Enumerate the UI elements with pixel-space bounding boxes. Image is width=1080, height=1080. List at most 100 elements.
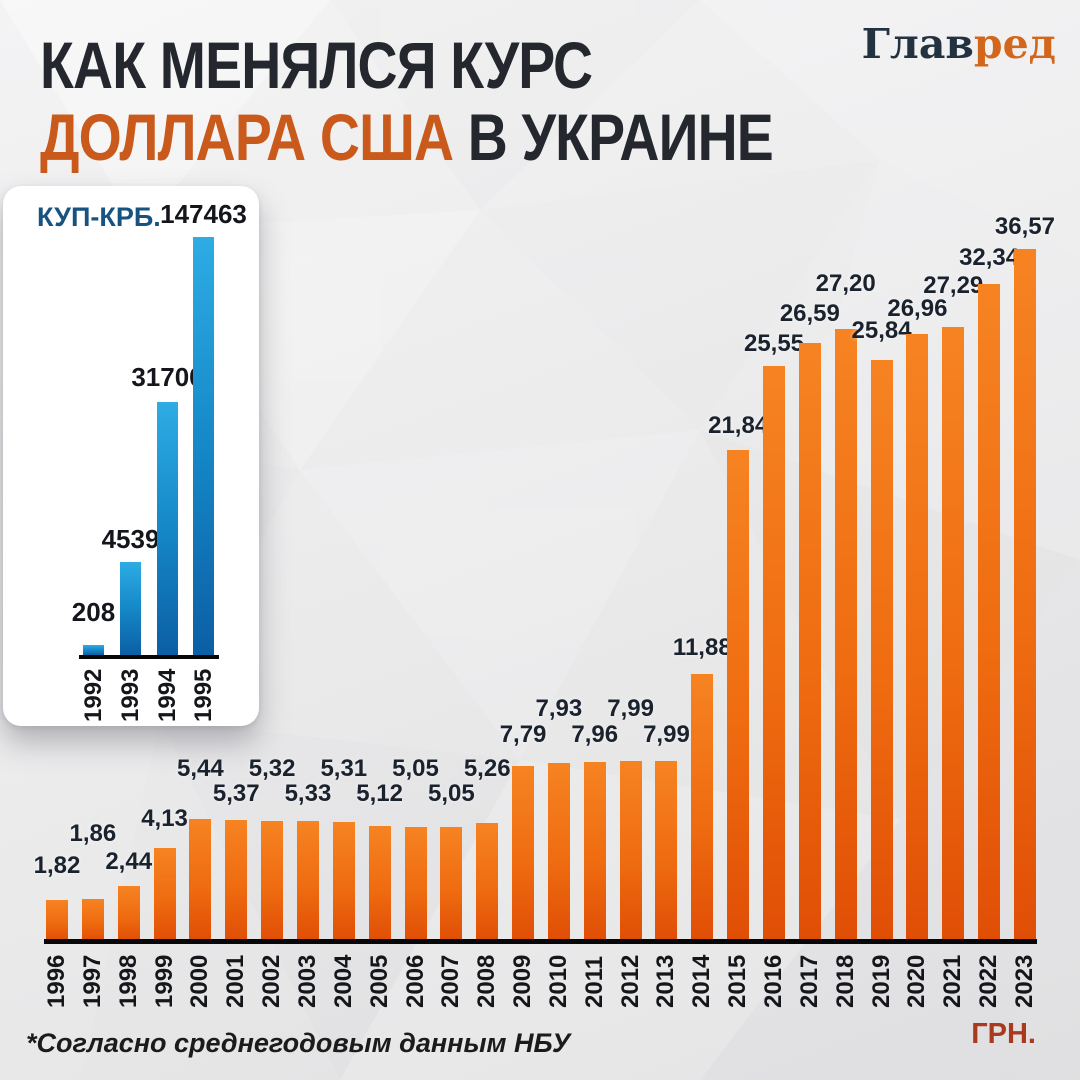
- main-bar-value-label: 4,13: [141, 805, 188, 832]
- main-year-label: 2002: [258, 954, 286, 1008]
- main-year-label: 2014: [688, 954, 716, 1008]
- main-axis-line: [44, 939, 1037, 944]
- main-bar-2012: [619, 761, 642, 941]
- glavred-logo: Главред: [862, 20, 1056, 68]
- main-bar-value-label: 26,59: [779, 300, 840, 327]
- main-bar-value-label: 5,44: [177, 755, 224, 782]
- main-year-label: 2009: [509, 954, 537, 1008]
- main-bar-value-label: 36,57: [994, 213, 1055, 240]
- main-year-label: 2011: [580, 955, 608, 1008]
- main-year-label: 2021: [939, 954, 967, 1008]
- main-bar-2003: [296, 821, 319, 941]
- main-bar-value-label: 7,96: [571, 721, 619, 748]
- main-bar-2022: [978, 284, 1001, 941]
- main-bar-value-label: 5,37: [212, 780, 260, 807]
- main-bar-2010: [547, 763, 570, 941]
- main-bar-chart: 1,82 1,86 2,44 4,13 5,44 5,37 5,32 5,33 5,31 5,12…: [33, 213, 1055, 941]
- page-title: КАК МЕНЯЛСЯ КУРС ДОЛЛАРА США В УКРАИНЕ: [40, 29, 913, 173]
- main-bar-2007: [440, 827, 463, 941]
- main-year-label: 1997: [78, 954, 106, 1008]
- inset-bar-1995: [193, 237, 214, 655]
- main-bar-value-label: 7,79: [499, 721, 547, 748]
- main-bar-2011: [583, 762, 606, 941]
- main-bar-value-label: 7,99: [607, 695, 654, 722]
- main-bar-2021: [942, 327, 965, 941]
- inset-year-label: 1995: [189, 668, 217, 722]
- inset-year-label: 1992: [79, 668, 107, 722]
- logo-part-dark: Глав: [861, 20, 974, 68]
- inset-bar-1992: [83, 645, 104, 655]
- main-bar-2023: [1013, 249, 1036, 941]
- main-bar-1998: [117, 886, 140, 941]
- inset-bar-value-label: 147463: [160, 199, 247, 229]
- inset-bar-value-label: 208: [71, 597, 116, 627]
- main-bar-value-label: 2,44: [105, 848, 153, 875]
- main-bar-2005: [368, 826, 391, 941]
- main-year-label: 2005: [365, 954, 393, 1008]
- main-bar-2017: [798, 343, 821, 941]
- main-year-label: 2003: [293, 954, 321, 1008]
- inset-chart-title: КУП-КРБ.: [37, 202, 161, 232]
- inset-year-label: 1993: [116, 668, 144, 722]
- main-bar-value-label: 1,82: [33, 852, 81, 879]
- main-bar-2020: [906, 334, 929, 941]
- main-bar-2000: [189, 819, 212, 941]
- main-bar-2016: [763, 366, 785, 941]
- inset-card-kup-krb: КУП-КРБ. 208 4539 31700 147463 1992 1993 1994…: [3, 186, 259, 726]
- main-bar-2001: [225, 820, 248, 941]
- main-bar-value-label: 11,88: [672, 634, 732, 661]
- main-bar-value-label: 7,99: [643, 721, 690, 748]
- main-bar-value-label: 26,96: [887, 295, 948, 322]
- currency-unit-label: ГРН.: [971, 1018, 1036, 1050]
- main-year-label: 2006: [401, 954, 429, 1008]
- main-bar-value-label: 32,34: [959, 244, 1020, 271]
- main-bar-2004: [332, 822, 355, 941]
- main-bar-value-label: 25,84: [851, 317, 912, 344]
- main-bar-2002: [261, 821, 284, 941]
- inset-bar-1994: [157, 402, 178, 655]
- main-year-label: 2022: [975, 954, 1003, 1008]
- inset-year-label: 1994: [153, 668, 181, 722]
- inset-bar-chart: 208 4539 31700 147463: [3, 186, 259, 655]
- inset-year-labels: 1992 1993 1994 1995: [3, 668, 259, 724]
- inset-bar-value-label: 31700: [131, 362, 204, 392]
- inset-bar-value-label: 4539: [101, 524, 160, 554]
- inset-axis-line: [79, 655, 219, 659]
- title-line-2-rest: В УКРАИНЕ: [453, 100, 774, 175]
- main-bar-value-label: 5,32: [248, 755, 296, 782]
- main-year-label: 2008: [473, 954, 501, 1008]
- main-year-label: 2007: [437, 954, 465, 1008]
- main-year-label: 2017: [795, 954, 823, 1008]
- inset-bar-1993: [120, 562, 141, 655]
- main-year-label: 2010: [544, 954, 572, 1008]
- main-year-label: 1996: [43, 954, 70, 1008]
- main-bar-2013: [655, 761, 678, 941]
- main-bar-2006: [404, 827, 427, 941]
- main-bar-value-label: 27,20: [815, 270, 876, 297]
- main-year-labels: 1996 1997 1998 1999 2000 2001 2002 2003 2004 2005…: [0, 952, 1080, 1012]
- main-bar-value-label: 5,05: [427, 780, 475, 807]
- main-year-label: 2018: [831, 954, 859, 1008]
- main-bar-value-label: 5,33: [284, 780, 332, 807]
- main-bar-value-label: 5,05: [392, 755, 439, 782]
- main-bar-2018: [834, 329, 857, 941]
- main-year-label: 2013: [652, 954, 680, 1008]
- title-line-1: КАК МЕНЯЛСЯ КУРС: [40, 28, 593, 103]
- main-year-label: 2015: [724, 954, 752, 1008]
- main-bar-value-label: 27,29: [923, 272, 984, 299]
- main-year-label: 2001: [222, 954, 250, 1008]
- main-bar-1997: [81, 899, 104, 941]
- main-bar-1996: [46, 900, 68, 941]
- main-bar-value-label: 25,55: [743, 330, 805, 357]
- main-bar-value-label: 5,31: [320, 755, 368, 782]
- main-bar-value-label: 21,84: [708, 412, 769, 439]
- main-bar-2014: [691, 674, 714, 941]
- main-year-label: 2004: [329, 954, 357, 1008]
- main-bar-2019: [870, 360, 893, 941]
- main-bar-1999: [153, 848, 176, 941]
- main-bar-value-label: 7,93: [535, 695, 583, 722]
- main-bar-value-label: 5,12: [356, 780, 403, 807]
- logo-part-orange: ред: [973, 20, 1056, 68]
- main-year-label: 2016: [760, 954, 787, 1008]
